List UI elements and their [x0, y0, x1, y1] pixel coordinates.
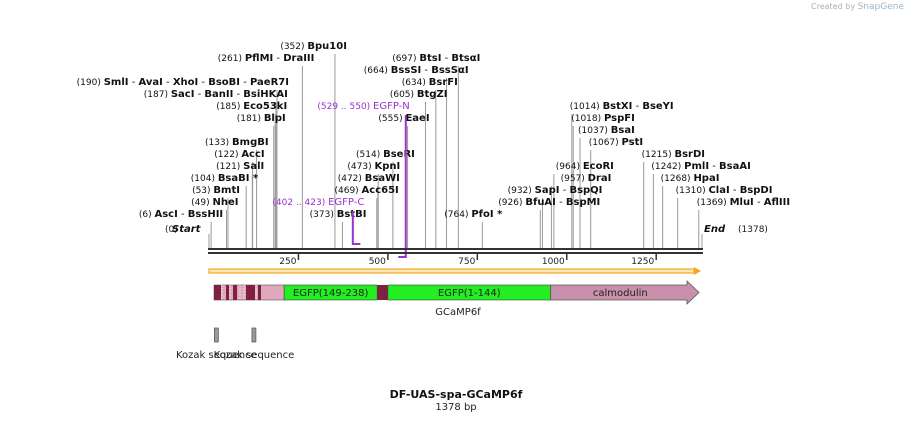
site-label-Bpu10I: (352) Bpu10I — [280, 41, 347, 52]
feature-label-egfp-1-144: EGFP(1-144) — [438, 288, 501, 299]
tag-stripe — [214, 285, 221, 300]
credit: Created by SnapGene — [811, 2, 904, 12]
orf-arrow — [208, 267, 701, 275]
features: EGFP(149-238) EGFP(1-144) calmodulin GCaMP6… — [213, 280, 700, 318]
site-label-PfoI: (764) PfoI * — [444, 209, 503, 220]
end-pos: (1378) — [738, 225, 768, 235]
kozak-marker-2 — [251, 327, 257, 343]
backbone — [208, 248, 703, 254]
site-label-AccI: (122) AccI — [214, 149, 264, 160]
orf-bar — [208, 268, 695, 274]
site-label-Acc65I: (469) Acc65I — [334, 185, 398, 196]
site-labels: (0)Start End (1378) (6) AscI - BssHII(49) N… — [77, 41, 790, 235]
construct-label: GCaMP6f — [435, 307, 481, 318]
primers: (402 .. 423) EGFP-C (529 .. 550) EGFP-N — [272, 101, 410, 258]
kozak-label-2: Kozak sequence — [214, 350, 295, 361]
map-title: DF-UAS-spa-GCaMP6f — [389, 388, 523, 401]
site-label-BfuAI: (926) BfuAI - BspMI — [498, 197, 600, 208]
site-label-EcoRI: (964) EcoRI — [556, 161, 614, 172]
ruler-label: 1000 — [542, 257, 565, 267]
linker-region — [377, 285, 388, 300]
ruler: 250 500 750 1000 1250 — [279, 254, 657, 267]
kozak-label-1: Kozak sequence — [176, 350, 257, 361]
map-length: 1378 bp — [435, 402, 477, 413]
start-pos: (0) — [165, 225, 178, 235]
site-label-BtgZI: (605) BtgZI — [390, 89, 448, 100]
site-label-BseRI: (514) BseRI — [356, 149, 415, 160]
ruler-label: 250 — [279, 257, 296, 267]
feature-label-calmodulin: calmodulin — [593, 288, 648, 299]
site-label-SalI: (121) SalI — [216, 161, 264, 172]
site-label-PmlI: (1242) PmlI - BsaAI — [651, 161, 750, 172]
site-label-EaeI: (555) EaeI — [378, 113, 429, 124]
feature-egfp-149-238 — [283, 284, 378, 301]
site-label-HpaI: (1268) HpaI — [661, 173, 720, 184]
primer-arrow-egfp-c — [351, 211, 361, 245]
site-lines — [208, 54, 703, 248]
site-label-BsaI: (1037) BsaI — [578, 125, 635, 136]
kozak-marker-1 — [214, 327, 219, 343]
site-label-DraI: (957) DraI — [561, 173, 612, 184]
site-label-PspFI: (1018) PspFI — [571, 113, 635, 124]
site-label-BstXI: (1014) BstXI - BseYI — [570, 101, 674, 112]
site-label-KpnI: (473) KpnI — [347, 161, 400, 172]
site-label-BsrDI: (1215) BsrDI — [642, 149, 705, 160]
primer-label-egfp-n: (529 .. 550) EGFP-N — [317, 101, 409, 112]
site-label-BmtI: (53) BmtI — [192, 185, 240, 196]
site-label-BsaWI: (472) BsaWI — [338, 173, 400, 184]
site-label-BssSI: (664) BssSI - BssSαI — [364, 65, 469, 76]
tag-stripe — [233, 285, 237, 300]
feature-label-egfp-149-238: EGFP(149-238) — [293, 288, 369, 299]
credit-prefix: Created by — [811, 2, 856, 11]
site-label-PstI: (1067) PstI — [589, 137, 643, 148]
tag-stripe — [246, 285, 255, 300]
site-label-PflMI: (261) PflMI - DraIII — [218, 53, 315, 64]
ruler-label: 750 — [458, 257, 475, 267]
primer-label-egfp-c: (402 .. 423) EGFP-C — [272, 197, 364, 208]
site-label-SapI: (932) SapI - BspQI — [508, 185, 603, 196]
site-label-NheI: (49) NheI — [191, 197, 238, 208]
primer-arrow-egfp-n — [398, 115, 407, 258]
site-label-SacI: (187) SacI - BanII - BsiHKAI — [144, 89, 288, 100]
site-label-BtsI: (697) BtsI - BtsαI — [392, 53, 480, 64]
site-label-BmgBI: (133) BmgBI — [205, 137, 269, 148]
site-label-SmlI: (190) SmlI - AvaI - XhoI - BsoBI - PaeR7… — [77, 77, 289, 88]
tag-stripe — [258, 285, 261, 300]
end-label: End — [704, 224, 726, 235]
site-label-MluI: (1369) MluI - AflIII — [697, 197, 790, 208]
site-label-ClaI: (1310) ClaI - BspDI — [676, 185, 773, 196]
orf-head — [694, 267, 701, 275]
site-label-BsaBI: (104) BsaBI * — [191, 173, 259, 184]
site-label-BlpI: (181) BlpI — [237, 113, 286, 124]
site-label-AscI: (6) AscI - BssHII — [139, 209, 223, 220]
tag-stripe — [226, 285, 229, 300]
site-label-Eco53kI: (185) Eco53kI — [216, 101, 287, 112]
ruler-label: 1250 — [631, 257, 654, 267]
snapgene-logo: SnapGene — [857, 2, 904, 12]
site-label-BsrFI: (634) BsrFI — [402, 77, 458, 88]
site-label-BstBI: (373) BstBI — [310, 209, 367, 220]
start-label: Start — [172, 224, 202, 235]
ruler-label: 500 — [369, 257, 386, 267]
feature-calmodulin — [550, 280, 700, 305]
